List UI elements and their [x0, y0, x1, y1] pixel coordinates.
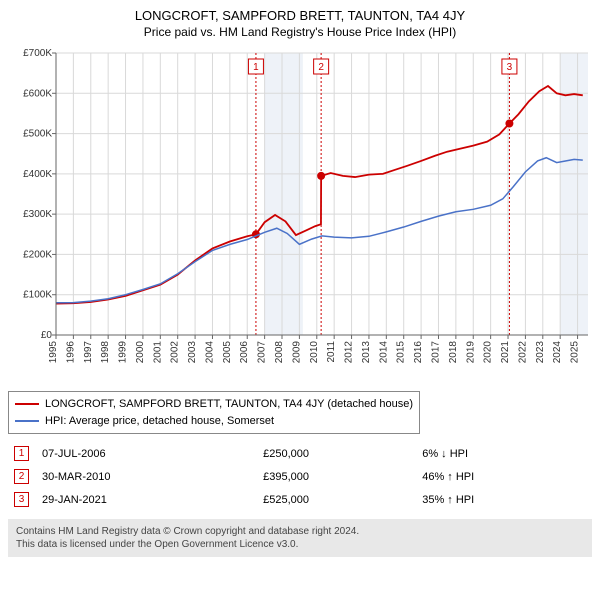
- x-tick-label: 1995: [48, 341, 59, 364]
- x-tick-label: 2006: [239, 341, 250, 364]
- x-tick-label: 2012: [344, 341, 355, 364]
- x-tick-label: 2022: [517, 341, 528, 364]
- event-delta: 35% ↑ HPI: [416, 488, 592, 511]
- x-tick-label: 2001: [152, 341, 163, 364]
- x-tick-label: 2023: [535, 341, 546, 364]
- x-tick-label: 2013: [361, 341, 372, 364]
- event-row: 3 29-JAN-2021£525,00035% ↑ HPI: [8, 488, 592, 511]
- x-tick-label: 2007: [257, 341, 268, 364]
- event-marker-label: 1: [253, 62, 259, 73]
- x-tick-label: 2014: [378, 341, 389, 364]
- x-tick-label: 2003: [187, 341, 198, 364]
- x-tick-label: 2009: [291, 341, 302, 364]
- events-table: 1 07-JUL-2006£250,0006% ↓ HPI 2 30-MAR-2010…: [8, 442, 592, 511]
- legend: LONGCROFT, SAMPFORD BRETT, TAUNTON, TA4 …: [8, 391, 420, 434]
- chart-plot-area: 1 2 3 £0 £100K £200K £300K £400K £500K £600K £700K…: [8, 45, 592, 385]
- x-tick-label: 2005: [222, 341, 233, 364]
- y-tick-label: £500K: [23, 129, 52, 140]
- x-tick-label: 2021: [500, 341, 511, 364]
- x-tick-label: 2004: [204, 341, 215, 364]
- y-tick-label: £300K: [23, 209, 52, 220]
- x-tick-label: 1998: [100, 341, 111, 364]
- legend-label: HPI: Average price, detached house, Some…: [45, 413, 274, 430]
- x-tick-label: 2020: [483, 341, 494, 364]
- footer-line-2: This data is licensed under the Open Gov…: [16, 538, 584, 551]
- legend-row: LONGCROFT, SAMPFORD BRETT, TAUNTON, TA4 …: [15, 396, 413, 413]
- event-date: 30-MAR-2010: [36, 465, 257, 488]
- chart-container: LONGCROFT, SAMPFORD BRETT, TAUNTON, TA4 …: [0, 0, 600, 561]
- y-tick-label: £400K: [23, 169, 52, 180]
- y-tick-label: £100K: [23, 290, 52, 301]
- event-marker: 3: [14, 492, 29, 507]
- x-tick-label: 2024: [552, 341, 563, 364]
- x-tick-label: 1996: [65, 341, 76, 364]
- event-marker-label: 3: [507, 62, 513, 73]
- chart-svg: 1 2 3 £0 £100K £200K £300K £400K £500K £600K £700K…: [8, 45, 592, 385]
- event-delta: 6% ↓ HPI: [416, 442, 592, 465]
- event-price: £395,000: [257, 465, 416, 488]
- x-tick-label: 2010: [309, 341, 320, 364]
- event-delta: 46% ↑ HPI: [416, 465, 592, 488]
- recession-band: [265, 53, 303, 335]
- event-marker: 2: [14, 469, 29, 484]
- sale-marker: [505, 120, 513, 128]
- x-tick-label: 2016: [413, 341, 424, 364]
- x-tick-label: 2019: [465, 341, 476, 364]
- x-tick-label: 2025: [570, 341, 581, 364]
- x-tick-label: 2008: [274, 341, 285, 364]
- event-row: 1 07-JUL-2006£250,0006% ↓ HPI: [8, 442, 592, 465]
- event-date: 07-JUL-2006: [36, 442, 257, 465]
- y-tick-label: £200K: [23, 249, 52, 260]
- x-tick-label: 2002: [170, 341, 181, 364]
- legend-label: LONGCROFT, SAMPFORD BRETT, TAUNTON, TA4 …: [45, 396, 413, 413]
- footer-attribution: Contains HM Land Registry data © Crown c…: [8, 519, 592, 557]
- x-tick-label: 2017: [430, 341, 441, 364]
- event-date: 29-JAN-2021: [36, 488, 257, 511]
- event-row: 2 30-MAR-2010£395,00046% ↑ HPI: [8, 465, 592, 488]
- event-price: £525,000: [257, 488, 416, 511]
- x-tick-label: 1999: [118, 341, 129, 364]
- y-tick-label: £600K: [23, 88, 52, 99]
- event-price: £250,000: [257, 442, 416, 465]
- chart-subtitle: Price paid vs. HM Land Registry's House …: [8, 25, 592, 39]
- y-tick-label: £0: [41, 330, 53, 341]
- footer-line-1: Contains HM Land Registry data © Crown c…: [16, 525, 584, 538]
- x-tick-label: 2015: [396, 341, 407, 364]
- event-marker-label: 2: [318, 62, 324, 73]
- x-tick-label: 2011: [326, 341, 337, 363]
- legend-row: HPI: Average price, detached house, Some…: [15, 413, 413, 430]
- legend-swatch: [15, 403, 39, 405]
- chart-title: LONGCROFT, SAMPFORD BRETT, TAUNTON, TA4 …: [8, 8, 592, 23]
- legend-swatch: [15, 420, 39, 422]
- sale-marker: [317, 172, 325, 180]
- y-tick-label: £700K: [23, 48, 52, 59]
- event-marker: 1: [14, 446, 29, 461]
- x-tick-label: 2000: [135, 341, 146, 364]
- x-tick-label: 2018: [448, 341, 459, 364]
- x-tick-label: 1997: [83, 341, 94, 364]
